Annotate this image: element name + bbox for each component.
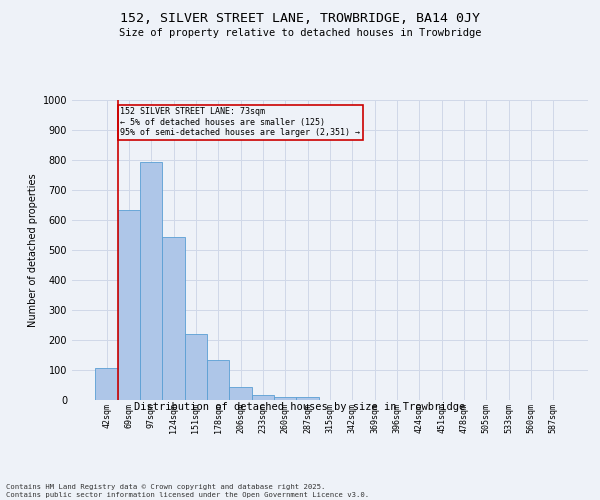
Bar <box>95 368 118 400</box>
Bar <box>207 360 229 400</box>
Bar <box>140 162 163 400</box>
Bar <box>296 397 319 400</box>
Text: Size of property relative to detached houses in Trowbridge: Size of property relative to detached ho… <box>119 28 481 38</box>
Text: Contains HM Land Registry data © Crown copyright and database right 2025.
Contai: Contains HM Land Registry data © Crown c… <box>6 484 369 498</box>
Bar <box>163 237 185 400</box>
Bar <box>229 388 252 400</box>
Bar <box>252 395 274 400</box>
Bar <box>185 334 207 400</box>
Y-axis label: Number of detached properties: Number of detached properties <box>28 173 38 327</box>
Text: 152, SILVER STREET LANE, TROWBRIDGE, BA14 0JY: 152, SILVER STREET LANE, TROWBRIDGE, BA1… <box>120 12 480 26</box>
Text: Distribution of detached houses by size in Trowbridge: Distribution of detached houses by size … <box>134 402 466 412</box>
Bar <box>274 397 296 400</box>
Bar <box>118 210 140 400</box>
Text: 152 SILVER STREET LANE: 73sqm
← 5% of detached houses are smaller (125)
95% of s: 152 SILVER STREET LANE: 73sqm ← 5% of de… <box>120 108 360 138</box>
